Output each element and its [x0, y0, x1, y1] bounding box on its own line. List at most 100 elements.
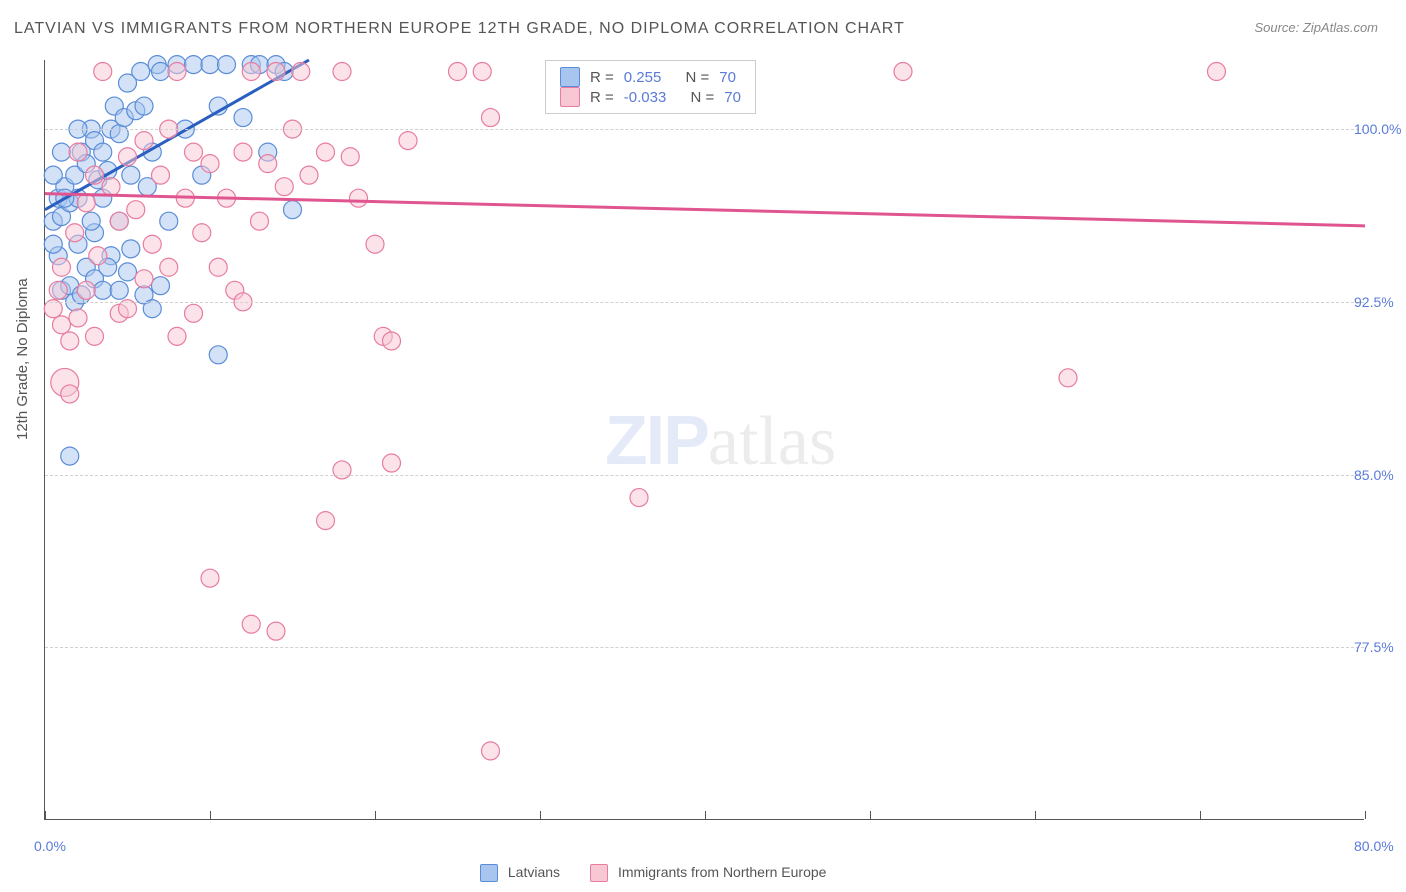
scatter-point	[201, 56, 219, 74]
scatter-point	[110, 281, 128, 299]
scatter-point	[350, 189, 368, 207]
source-label: Source: ZipAtlas.com	[1254, 20, 1378, 35]
scatter-point	[53, 258, 71, 276]
scatter-point	[61, 385, 79, 403]
chart-container: LATVIAN VS IMMIGRANTS FROM NORTHERN EURO…	[0, 0, 1406, 892]
scatter-point	[53, 316, 71, 334]
stats-r-label-2: R =	[590, 89, 614, 106]
plot-area: R = 0.255 N = 70 R = -0.033 N = 70 ZIPat…	[44, 60, 1364, 820]
scatter-point	[132, 63, 150, 81]
x-tick-label: 0.0%	[34, 838, 66, 854]
scatter-point	[317, 512, 335, 530]
scatter-point	[152, 166, 170, 184]
scatter-point	[209, 346, 227, 364]
scatter-point	[242, 615, 260, 633]
scatter-point	[152, 63, 170, 81]
x-tick-label: 80.0%	[1354, 838, 1394, 854]
scatter-point	[275, 178, 293, 196]
scatter-point	[94, 281, 112, 299]
scatter-point	[366, 235, 384, 253]
scatter-point	[168, 327, 186, 345]
legend-item-1: Latvians	[480, 864, 560, 882]
scatter-point	[399, 132, 417, 150]
scatter-point	[61, 447, 79, 465]
scatter-point	[894, 63, 912, 81]
scatter-point	[234, 109, 252, 127]
regression-line	[45, 194, 1365, 226]
scatter-point	[449, 63, 467, 81]
scatter-point	[135, 270, 153, 288]
plot-svg	[45, 60, 1364, 819]
legend-item-2: Immigrants from Northern Europe	[590, 864, 826, 882]
scatter-point	[44, 235, 62, 253]
stats-swatch-2	[560, 87, 580, 107]
scatter-point	[119, 148, 137, 166]
scatter-point	[119, 263, 137, 281]
stats-swatch-1	[560, 67, 580, 87]
scatter-point	[66, 224, 84, 242]
scatter-point	[185, 56, 203, 74]
scatter-point	[82, 212, 100, 230]
scatter-point	[193, 224, 211, 242]
scatter-point	[127, 201, 145, 219]
stats-box: R = 0.255 N = 70 R = -0.033 N = 70	[545, 60, 756, 114]
stats-r-label-1: R =	[590, 69, 614, 86]
chart-title: LATVIAN VS IMMIGRANTS FROM NORTHERN EURO…	[14, 20, 905, 38]
scatter-point	[77, 194, 95, 212]
scatter-point	[341, 148, 359, 166]
scatter-point	[1059, 369, 1077, 387]
scatter-point	[61, 332, 79, 350]
scatter-point	[185, 143, 203, 161]
scatter-point	[201, 569, 219, 587]
scatter-point	[292, 63, 310, 81]
legend-swatch-1	[480, 864, 498, 882]
scatter-point	[333, 63, 351, 81]
legend-label-1: Latvians	[508, 864, 560, 880]
scatter-point	[135, 132, 153, 150]
stats-n-value-2: 70	[724, 89, 741, 106]
scatter-point	[168, 63, 186, 81]
scatter-point	[110, 125, 128, 143]
scatter-point	[152, 277, 170, 295]
scatter-point	[143, 235, 161, 253]
stats-r-value-1: 0.255	[624, 69, 662, 86]
scatter-point	[122, 240, 140, 258]
stats-row-1: R = 0.255 N = 70	[560, 67, 741, 87]
scatter-point	[77, 281, 95, 299]
scatter-point	[201, 155, 219, 173]
scatter-point	[160, 212, 178, 230]
scatter-point	[89, 247, 107, 265]
scatter-point	[122, 166, 140, 184]
scatter-point	[242, 63, 260, 81]
scatter-point	[234, 143, 252, 161]
scatter-point	[482, 109, 500, 127]
scatter-point	[317, 143, 335, 161]
stats-row-2: R = -0.033 N = 70	[560, 87, 741, 107]
scatter-point	[284, 201, 302, 219]
y-tick-label: 77.5%	[1354, 639, 1406, 655]
scatter-point	[267, 622, 285, 640]
y-tick-label: 92.5%	[1354, 294, 1406, 310]
stats-n-label-1: N =	[685, 69, 709, 86]
scatter-point	[473, 63, 491, 81]
scatter-point	[110, 212, 128, 230]
scatter-point	[69, 309, 87, 327]
y-axis-title: 12th Grade, No Diploma	[14, 278, 31, 440]
y-tick-label: 100.0%	[1354, 121, 1406, 137]
scatter-point	[94, 63, 112, 81]
scatter-point	[259, 155, 277, 173]
scatter-point	[218, 56, 236, 74]
legend-label-2: Immigrants from Northern Europe	[618, 864, 827, 880]
scatter-point	[300, 166, 318, 184]
scatter-point	[267, 63, 285, 81]
scatter-point	[333, 461, 351, 479]
scatter-point	[102, 178, 120, 196]
stats-r-value-2: -0.033	[624, 89, 667, 106]
scatter-point	[482, 742, 500, 760]
scatter-point	[49, 281, 67, 299]
stats-n-label-2: N =	[690, 89, 714, 106]
stats-n-value-1: 70	[719, 69, 736, 86]
scatter-point	[1208, 63, 1226, 81]
scatter-point	[160, 258, 178, 276]
scatter-point	[185, 304, 203, 322]
